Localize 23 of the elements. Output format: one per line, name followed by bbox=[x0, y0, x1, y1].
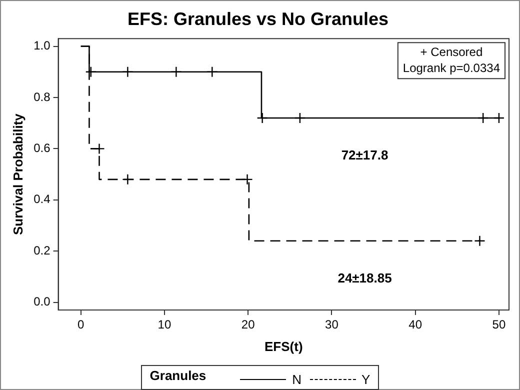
x-tick-label: 10 bbox=[158, 318, 172, 332]
x-tick-label: 30 bbox=[325, 318, 339, 332]
y-axis-title: Survival Probability bbox=[10, 112, 26, 235]
x-tick-label: 50 bbox=[492, 318, 506, 332]
legend-label: Y bbox=[362, 372, 370, 387]
y-tick-label: 0.4 bbox=[34, 192, 51, 206]
annotation: 24±18.85 bbox=[338, 270, 392, 286]
y-tick-label: 1.0 bbox=[34, 38, 51, 53]
annotation: 72±17.8 bbox=[341, 148, 388, 163]
x-tick-label: 40 bbox=[408, 318, 422, 332]
y-tick-label: 0.6 bbox=[34, 141, 51, 156]
annotation: + Censored bbox=[420, 44, 483, 59]
point bbox=[474, 235, 486, 246]
legend-label: N bbox=[292, 372, 302, 387]
chart-title: EFS: Granules vs No Granules bbox=[127, 8, 389, 29]
legend-title: Granules bbox=[150, 368, 206, 383]
annotation: Logrank p=0.0334 bbox=[402, 60, 500, 75]
y-tick-label: 0.8 bbox=[34, 90, 51, 104]
x-axis-title: EFS(t) bbox=[264, 338, 303, 354]
x-tick-label: 0 bbox=[78, 318, 85, 332]
x-tick-label: 20 bbox=[241, 318, 256, 332]
y-tick-label: 0.0 bbox=[34, 294, 51, 309]
y-tick-label: 0.2 bbox=[34, 243, 51, 258]
